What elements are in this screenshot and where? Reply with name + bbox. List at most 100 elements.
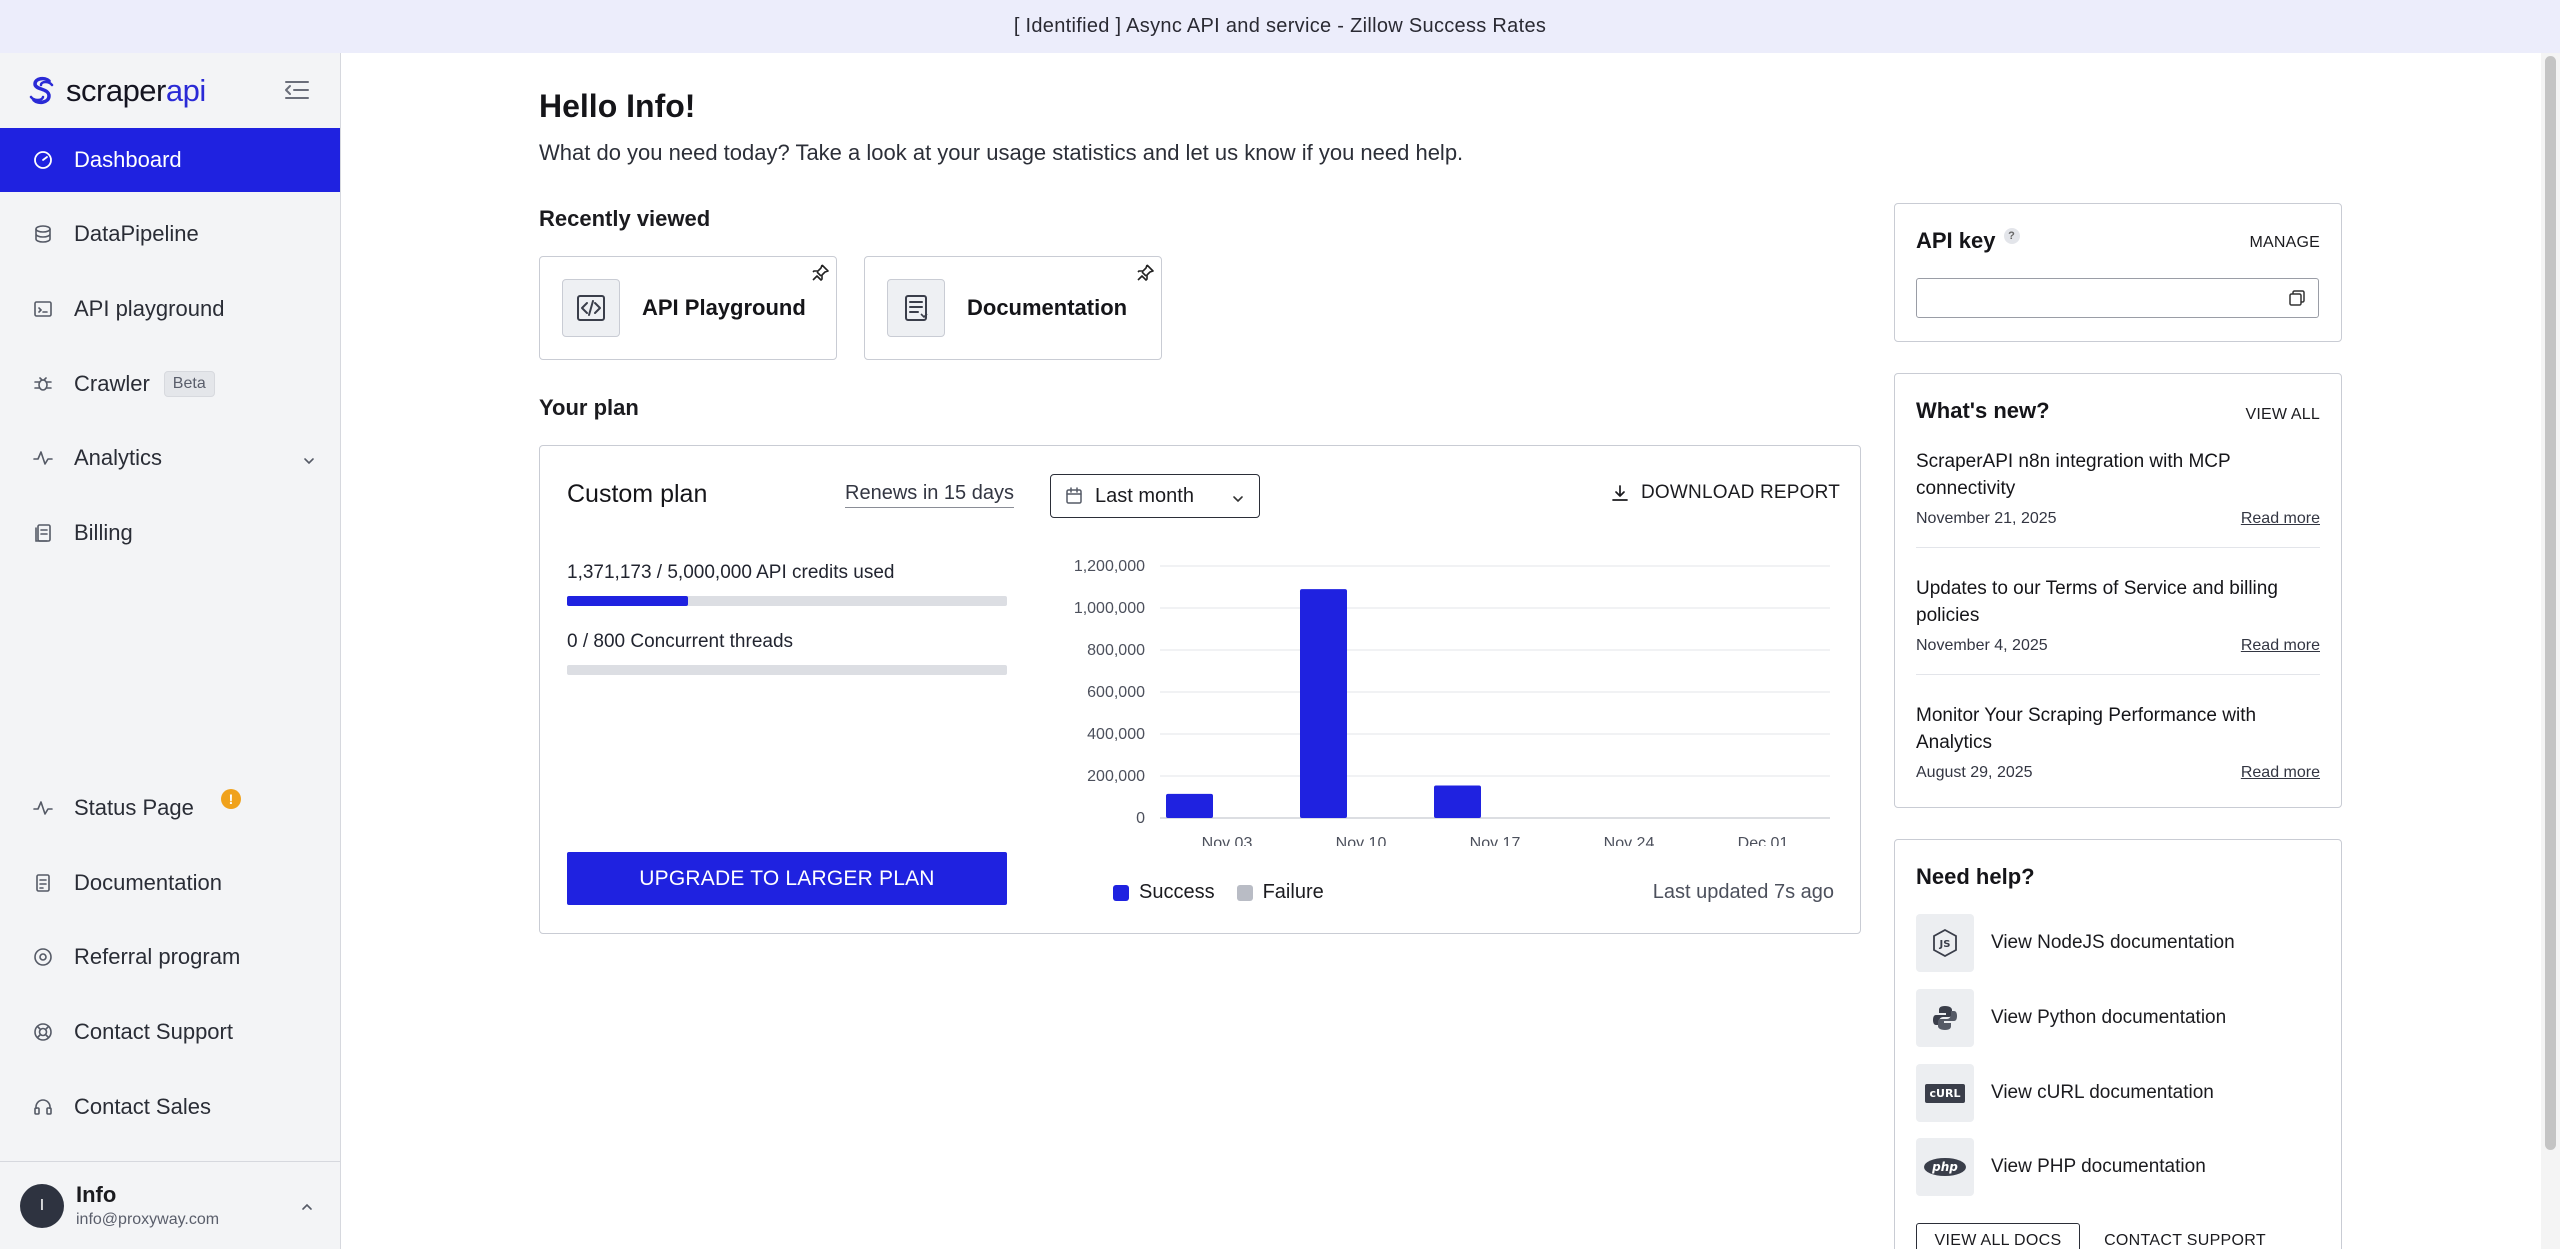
- logo[interactable]: scraperapi: [0, 53, 340, 128]
- sidebar-item-label: Dashboard: [74, 147, 182, 172]
- svg-text:JS: JS: [1939, 939, 1951, 950]
- beta-badge: Beta: [163, 371, 215, 397]
- read-more-link[interactable]: Read more: [2240, 637, 2320, 654]
- api-key-card: API key? MANAGE: [1894, 203, 2342, 342]
- bar-success: [1300, 589, 1347, 818]
- sidebar-item-api-playground[interactable]: API playground: [0, 277, 340, 341]
- scrollbar-thumb[interactable]: [2545, 56, 2556, 1150]
- whats-new-title: What's new?: [1916, 398, 2050, 423]
- recent-api-playground-card[interactable]: API Playground: [539, 256, 837, 360]
- news-date: November 21, 2025: [1916, 510, 2057, 527]
- legend-success[interactable]: Success: [1113, 881, 1215, 904]
- curl-docs-link[interactable]: cURL View cURL documentation: [1916, 1064, 2214, 1122]
- headset-icon: [32, 1096, 54, 1118]
- chevron-down-icon: [302, 448, 316, 474]
- nodejs-icon: JS: [1916, 914, 1974, 972]
- view-all-docs-button[interactable]: VIEW ALL DOCS: [1916, 1223, 2080, 1249]
- news-title: ScraperAPI n8n integration with MCP conn…: [1916, 451, 2231, 499]
- alert-badge: !: [221, 789, 241, 809]
- y-tick-label: 600,000: [1087, 684, 1145, 701]
- pin-icon[interactable]: [810, 263, 830, 283]
- nodejs-docs-link[interactable]: JS View NodeJS documentation: [1916, 914, 2235, 972]
- legend-label: Success: [1139, 881, 1215, 903]
- credits-progress-fill: [567, 596, 688, 606]
- chevron-down-icon: [1231, 489, 1245, 512]
- sidebar-item-documentation[interactable]: Documentation: [0, 851, 340, 915]
- upgrade-plan-button[interactable]: UPGRADE TO LARGER PLAN: [567, 852, 1007, 905]
- divider: [1916, 547, 2320, 548]
- help-icon[interactable]: ?: [2003, 228, 2020, 244]
- period-select-value: Last month: [1095, 484, 1194, 507]
- sidebar-item-dashboard[interactable]: Dashboard: [0, 128, 340, 192]
- legend-failure[interactable]: Failure: [1236, 881, 1324, 904]
- user-menu[interactable]: I Info info@proxyway.com: [0, 1161, 340, 1249]
- crawler-icon: [32, 373, 54, 395]
- manage-api-key-link[interactable]: MANAGE: [2249, 234, 2320, 251]
- sidebar-item-billing[interactable]: Billing: [0, 501, 340, 565]
- php-icon: php: [1916, 1138, 1974, 1196]
- sidebar-item-contact-support[interactable]: Contact Support: [0, 1000, 340, 1064]
- read-more-link[interactable]: Read more: [2240, 510, 2320, 527]
- sidebar-item-status-page[interactable]: Status Page !: [0, 776, 340, 840]
- dashboard-icon: [32, 149, 54, 171]
- threads-progress-bar: [567, 665, 1007, 675]
- avatar: I: [20, 1183, 64, 1228]
- x-tick-label: Nov 10: [1336, 835, 1387, 846]
- help-item-label: View cURL documentation: [1991, 1082, 2214, 1103]
- renews-link[interactable]: Renews in 15 days: [845, 482, 1014, 508]
- chevron-up-icon: [300, 1200, 314, 1219]
- user-email: info@proxyway.com: [76, 1211, 220, 1228]
- help-item-label: View NodeJS documentation: [1991, 932, 2235, 953]
- billing-icon: [32, 522, 54, 544]
- news-title: Updates to our Terms of Service and bill…: [1916, 578, 2278, 626]
- analytics-icon: [32, 447, 54, 469]
- plan-card: Custom plan Renews in 15 days 1,371,173 …: [539, 445, 1861, 934]
- download-icon: [1612, 485, 1628, 501]
- download-report-button[interactable]: DOWNLOAD REPORT: [1611, 482, 1840, 504]
- sidebar-item-label: Documentation: [74, 870, 222, 895]
- y-tick-label: 1,000,000: [1074, 600, 1145, 617]
- divider: [1916, 674, 2320, 675]
- news-title: Monitor Your Scraping Performance with A…: [1916, 705, 2257, 753]
- news-item[interactable]: Monitor Your Scraping Performance with A…: [1916, 702, 2320, 782]
- sidebar-item-referral[interactable]: Referral program: [0, 925, 340, 989]
- news-item[interactable]: Updates to our Terms of Service and bill…: [1916, 575, 2320, 655]
- sidebar-item-crawler[interactable]: Crawler Beta: [0, 352, 340, 416]
- legend-label: Failure: [1262, 881, 1324, 903]
- status-icon: [32, 797, 54, 819]
- python-docs-link[interactable]: View Python documentation: [1916, 989, 2226, 1047]
- referral-icon: [32, 946, 54, 968]
- sidebar-item-label: API playground: [74, 296, 225, 321]
- page-subtitle: What do you need today? Take a look at y…: [539, 140, 1464, 165]
- y-tick-label: 400,000: [1087, 726, 1145, 743]
- sidebar-item-label: Status Page: [74, 795, 194, 820]
- news-date: November 4, 2025: [1916, 637, 2048, 654]
- news-item[interactable]: ScraperAPI n8n integration with MCP conn…: [1916, 448, 2320, 528]
- top-banner: [ Identified ] Async API and service - Z…: [0, 0, 2560, 53]
- sidebar-item-contact-sales[interactable]: Contact Sales: [0, 1075, 340, 1139]
- sidebar-item-label: Contact Support: [74, 1019, 233, 1044]
- copy-icon[interactable]: [2288, 289, 2306, 312]
- x-tick-label: Nov 24: [1604, 835, 1655, 846]
- y-tick-label: 1,200,000: [1074, 558, 1145, 575]
- period-select[interactable]: Last month: [1050, 474, 1260, 518]
- sidebar-item-label: Analytics: [74, 445, 163, 470]
- whats-new-card: What's new? VIEW ALL ScraperAPI n8n inte…: [1894, 373, 2342, 808]
- sidebar-item-label: Crawler: [74, 371, 150, 396]
- your-plan-title: Your plan: [539, 395, 639, 420]
- collapse-sidebar-icon[interactable]: [282, 75, 312, 105]
- contact-support-button[interactable]: CONTACT SUPPORT: [2104, 1232, 2266, 1249]
- credits-progress-bar: [567, 596, 1007, 606]
- api-key-field[interactable]: [1916, 278, 2319, 318]
- sidebar-item-analytics[interactable]: Analytics: [0, 426, 340, 490]
- php-docs-link[interactable]: php View PHP documentation: [1916, 1138, 2206, 1196]
- banner-text: [ Identified ] Async API and service - Z…: [1013, 15, 1547, 37]
- help-item-label: View PHP documentation: [1991, 1156, 2206, 1177]
- sidebar-item-datapipeline[interactable]: DataPipeline: [0, 202, 340, 266]
- view-all-news-link[interactable]: VIEW ALL: [2245, 406, 2320, 423]
- download-report-label: DOWNLOAD REPORT: [1641, 482, 1841, 503]
- recent-documentation-card[interactable]: Documentation: [864, 256, 1162, 360]
- pin-icon[interactable]: [1135, 263, 1155, 283]
- read-more-link[interactable]: Read more: [2240, 764, 2320, 781]
- brand-name: scraperapi: [66, 72, 206, 108]
